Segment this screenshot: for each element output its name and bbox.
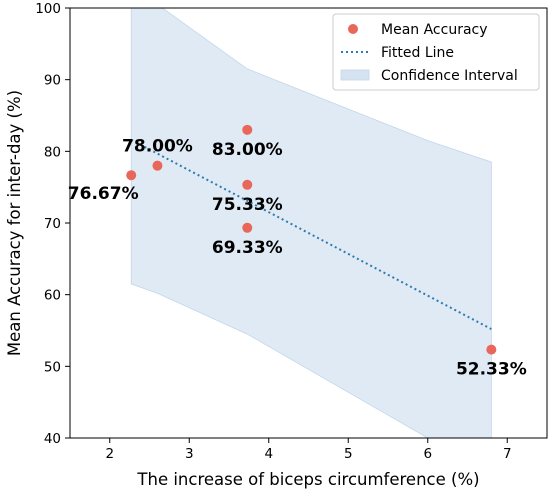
data-point: [486, 344, 497, 355]
data-point: [126, 170, 137, 181]
y-tick-label: 80: [44, 144, 61, 160]
data-label: 76.67%: [68, 184, 139, 204]
y-tick-label: 100: [35, 1, 61, 17]
data-label: 69.33%: [212, 238, 283, 258]
data-label: 83.00%: [212, 140, 283, 160]
y-tick-label: 90: [44, 73, 61, 89]
y-axis-label: Mean Accuracy for inter-day (%): [5, 90, 24, 356]
x-tick-label: 4: [264, 446, 273, 462]
data-label: 78.00%: [122, 137, 193, 157]
data-label: 52.33%: [456, 360, 527, 380]
x-tick-label: 5: [344, 446, 353, 462]
legend-marker-mean-accuracy: [348, 24, 358, 34]
x-tick-label: 3: [185, 446, 194, 462]
x-axis-label: The increase of biceps circumference (%): [136, 470, 479, 489]
data-label: 75.33%: [212, 195, 283, 215]
legend-label: Fitted Line: [381, 45, 454, 61]
data-point: [242, 124, 253, 135]
data-point: [242, 222, 253, 233]
x-tick-label: 2: [105, 446, 114, 462]
legend-marker-confidence-interval: [340, 69, 370, 81]
x-tick-label: 7: [503, 446, 512, 462]
y-tick-label: 60: [44, 288, 61, 304]
legend-label: Confidence Interval: [381, 68, 518, 84]
data-point: [152, 160, 163, 171]
y-tick-label: 50: [44, 359, 61, 375]
y-tick-label: 70: [44, 216, 61, 232]
x-tick-label: 6: [423, 446, 432, 462]
data-point: [242, 179, 253, 190]
legend-label: Mean Accuracy: [381, 22, 488, 38]
confidence-interval-band: [130, 8, 492, 438]
legend-box: [332, 13, 540, 91]
y-tick-label: 40: [44, 431, 61, 447]
